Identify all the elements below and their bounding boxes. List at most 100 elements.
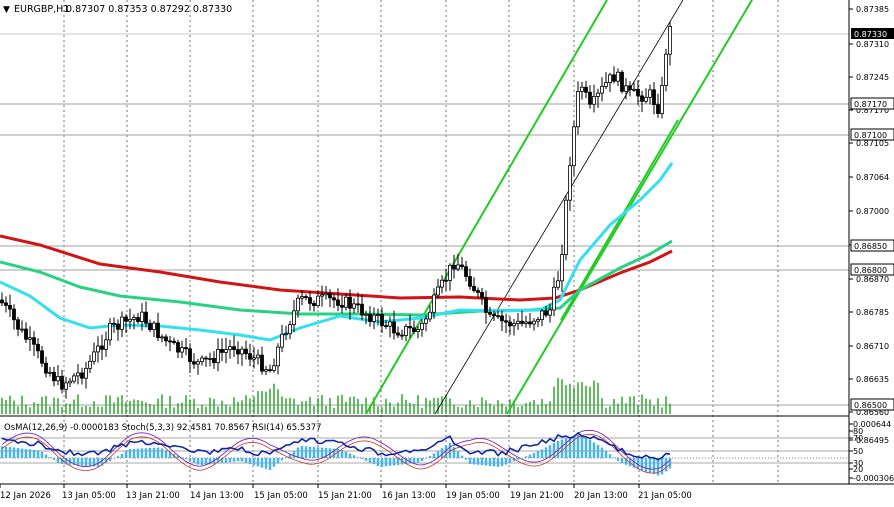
candle-body bbox=[468, 276, 472, 287]
candle-body bbox=[436, 286, 440, 296]
candle-body bbox=[4, 302, 8, 306]
candle-body bbox=[384, 325, 388, 328]
volume-bars bbox=[1, 377, 671, 414]
candle-body bbox=[144, 311, 148, 324]
candle-body bbox=[564, 199, 568, 255]
candlesticks[interactable] bbox=[0, 21, 672, 399]
ma-red-line bbox=[0, 234, 673, 302]
candle-body bbox=[300, 296, 304, 299]
candle-body bbox=[156, 322, 160, 339]
candle-body bbox=[212, 358, 216, 364]
candle-body bbox=[12, 308, 16, 321]
candle-body bbox=[620, 71, 624, 92]
candle-body bbox=[56, 376, 60, 382]
candle-body bbox=[540, 310, 544, 320]
candle-body bbox=[448, 264, 452, 281]
candle-body bbox=[388, 321, 392, 327]
candle-body bbox=[644, 96, 648, 102]
candle-body bbox=[296, 297, 300, 312]
candle-body bbox=[360, 303, 364, 316]
channel-mid-green-line bbox=[560, 119, 679, 321]
candle-body bbox=[376, 314, 380, 316]
candle-body bbox=[340, 305, 344, 308]
candle-body bbox=[236, 349, 240, 355]
candle-body bbox=[108, 322, 112, 341]
candle-body bbox=[572, 126, 576, 167]
stoch-signal-line bbox=[1, 433, 671, 474]
candle-body bbox=[248, 353, 252, 360]
candle-body bbox=[188, 348, 192, 363]
candle-body bbox=[440, 279, 444, 288]
candle-body bbox=[560, 254, 564, 282]
price-tick-label: 0.86870 bbox=[856, 275, 889, 284]
candle-body bbox=[276, 346, 280, 367]
candle-body bbox=[304, 296, 308, 299]
candle-body bbox=[556, 280, 560, 288]
candle-body bbox=[416, 329, 420, 332]
price-badge-box bbox=[850, 97, 894, 110]
time-tick-label: 15 Jan 05:00 bbox=[254, 491, 308, 501]
candle-body bbox=[308, 297, 312, 304]
candle-body bbox=[232, 346, 236, 350]
candle-body bbox=[196, 361, 200, 365]
ohlc-values: 0.87307 0.87353 0.87292 0.87330 bbox=[66, 4, 232, 15]
candle-body bbox=[516, 320, 520, 324]
candle-body bbox=[20, 328, 24, 331]
candle-body bbox=[408, 326, 412, 329]
candle-body bbox=[164, 336, 168, 342]
candle-body bbox=[120, 316, 124, 330]
candle-body bbox=[76, 372, 80, 377]
candle-body bbox=[288, 324, 292, 335]
candle-body bbox=[460, 264, 464, 268]
candle-body bbox=[36, 343, 40, 352]
candle-body bbox=[464, 266, 468, 277]
candle-body bbox=[480, 292, 484, 299]
candle-body bbox=[424, 318, 428, 324]
candle-body bbox=[372, 314, 376, 322]
candle-body bbox=[344, 296, 348, 308]
price-badge-label: 0.86850 bbox=[854, 242, 887, 251]
sub-tick-label: 70 bbox=[853, 434, 863, 443]
candle-body bbox=[568, 165, 572, 201]
candle-body bbox=[612, 74, 616, 82]
candle-body bbox=[24, 328, 28, 340]
price-tick-label: 0.86560 bbox=[856, 408, 889, 417]
time-tick-label: 12 Jan 2026 bbox=[0, 491, 51, 501]
candle-body bbox=[444, 279, 448, 282]
candle-body bbox=[324, 293, 328, 296]
candle-body bbox=[576, 90, 580, 128]
candle-body bbox=[364, 313, 368, 316]
candle-body bbox=[44, 362, 48, 374]
candle-body bbox=[68, 380, 72, 384]
symbol-menu-arrow-icon[interactable]: ▼ bbox=[3, 5, 10, 15]
candle-body bbox=[132, 317, 136, 320]
candle-body bbox=[60, 376, 64, 390]
candle-body bbox=[252, 357, 256, 360]
candle-body bbox=[168, 340, 172, 343]
channel-upper-green-line bbox=[365, 0, 608, 415]
candle-body bbox=[328, 293, 332, 299]
sub-tick-label: 20 bbox=[853, 465, 863, 474]
channel-black-line bbox=[434, 0, 684, 415]
candle-body bbox=[636, 88, 640, 97]
candle-body bbox=[404, 326, 408, 336]
price-badge-label: 0.86500 bbox=[854, 401, 887, 410]
price-tick-label: 0.86495 bbox=[856, 436, 889, 445]
candle-body bbox=[396, 332, 400, 336]
candle-body bbox=[544, 310, 548, 316]
candle-body bbox=[520, 320, 524, 324]
candle-body bbox=[420, 322, 424, 330]
time-tick-label: 20 Jan 13:00 bbox=[574, 491, 628, 501]
candle-body bbox=[500, 315, 504, 322]
candle-body bbox=[316, 295, 320, 307]
price-badge-box bbox=[851, 28, 894, 39]
time-tick-label: 13 Jan 21:00 bbox=[126, 491, 180, 501]
candle-body bbox=[96, 345, 100, 353]
candle-body bbox=[100, 345, 104, 350]
price-tick-label: 0.87245 bbox=[856, 73, 889, 82]
candle-body bbox=[600, 85, 604, 94]
